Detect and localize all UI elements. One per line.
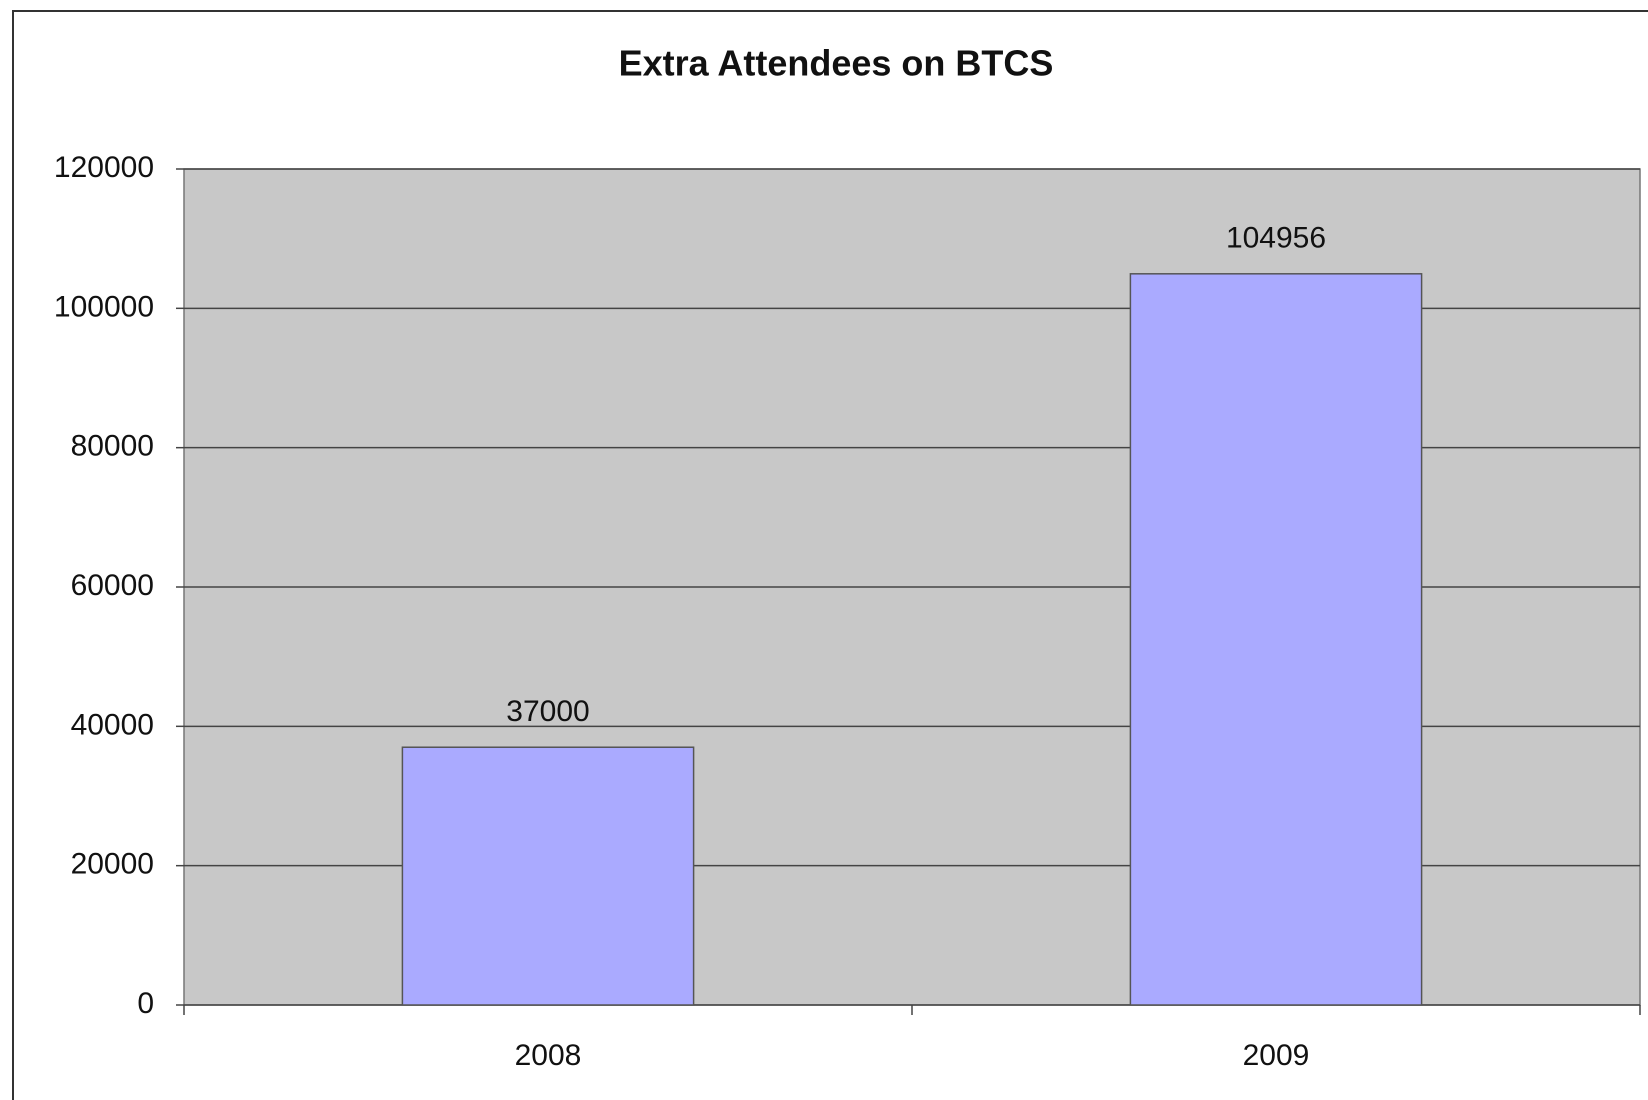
- bar: [1129, 273, 1423, 1006]
- y-tick-label: 120000: [54, 151, 154, 184]
- y-tick-label: 100000: [54, 290, 154, 323]
- y-tick-label: 40000: [71, 708, 154, 741]
- y-tick-label: 80000: [71, 430, 154, 463]
- y-tick-label: 20000: [71, 848, 154, 881]
- x-tick-label: 2009: [1243, 1039, 1310, 1072]
- x-tick-label: 2008: [515, 1039, 582, 1072]
- y-tick-label: 60000: [71, 569, 154, 602]
- bar: [401, 746, 695, 1006]
- data-label: 104956: [1226, 222, 1326, 255]
- y-tick-label: 0: [137, 987, 154, 1020]
- chart-title: Extra Attendees on BTCS: [619, 43, 1054, 84]
- data-label: 37000: [506, 695, 589, 728]
